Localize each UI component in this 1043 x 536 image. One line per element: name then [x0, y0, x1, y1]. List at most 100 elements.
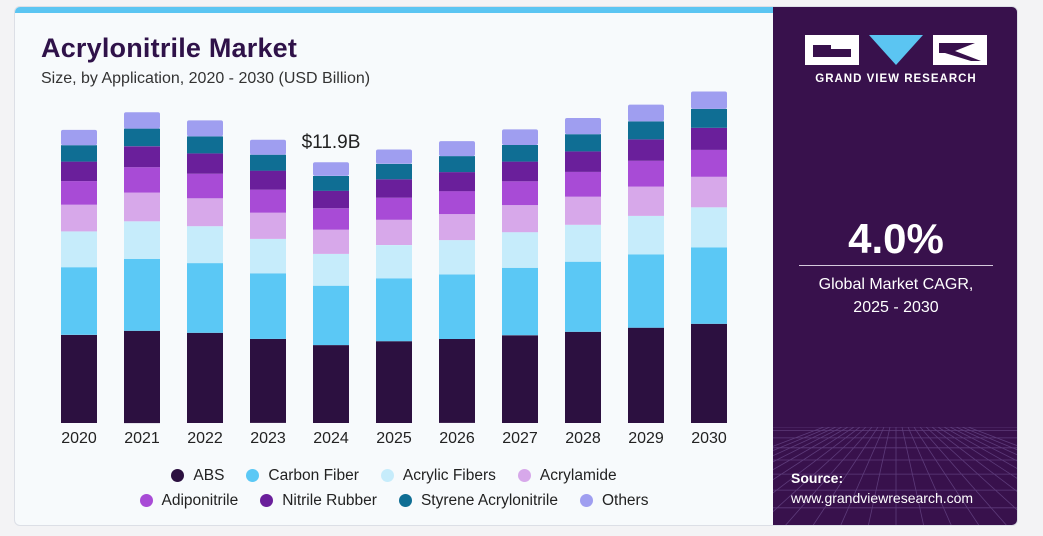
legend-item-carbon-fiber: Carbon Fiber	[246, 466, 359, 485]
legend-row: Adiponitrile Nitrile Rubber Styrene Acrylo…	[15, 488, 773, 513]
accent-line	[15, 7, 773, 13]
bar-segment-carbon-fiber-2027	[502, 267, 538, 336]
chart-subtitle: Size, by Application, 2020 - 2030 (USD B…	[41, 70, 371, 87]
bar-segment-nitrile-rubber-2027	[502, 161, 538, 182]
x-tick-label: 2030	[691, 430, 727, 447]
x-tick-label: 2024	[313, 430, 349, 447]
bar-segment-carbon-fiber-2023	[250, 273, 286, 339]
x-tick-label: 2021	[124, 430, 160, 447]
bar-segment-others-2029	[628, 104, 664, 122]
bar-segment-styrene-acrylonitrile-2025	[376, 163, 412, 180]
grid-line	[907, 427, 952, 525]
bar-segment-acrylic-fibers-2022	[187, 226, 223, 264]
bar-segment-nitrile-rubber-2025	[376, 179, 412, 198]
bar-segment-others-2027	[502, 129, 538, 145]
legend-label: Carbon Fiber	[268, 466, 359, 484]
bar-segment-carbon-fiber-2022	[187, 263, 223, 333]
grid-line	[949, 427, 1017, 462]
bar-segment-adiponitrile-2028	[565, 171, 601, 197]
grid-line	[901, 427, 924, 525]
bar-segment-nitrile-rubber-2030	[691, 127, 727, 150]
legend-swatch	[380, 469, 394, 482]
brand-name: GRAND VIEW RESEARCH	[815, 73, 977, 85]
grid-line	[925, 427, 1017, 511]
bar-segment-abs-2027	[502, 335, 538, 423]
chart-legend: ABS Carbon Fiber Acrylic Fibers Acrylamide …	[15, 463, 773, 513]
legend-swatch	[517, 469, 531, 482]
cagr-label-line-1: Global Market CAGR,	[818, 276, 974, 293]
grid-line	[773, 427, 831, 451]
bar-segment-others-2024	[313, 162, 349, 176]
bar-segment-styrene-acrylonitrile-2029	[628, 121, 664, 140]
legend-row: ABS Carbon Fiber Acrylic Fibers Acrylamide	[15, 463, 773, 488]
grid-line	[943, 427, 1017, 469]
bar-segment-adiponitrile-2029	[628, 160, 664, 187]
bar-segment-carbon-fiber-2028	[565, 261, 601, 332]
bar-segment-nitrile-rubber-2021	[124, 146, 160, 168]
bar-segment-adiponitrile-2024	[313, 208, 349, 230]
bar-segment-nitrile-rubber-2022	[187, 153, 223, 174]
side-panel: GRAND VIEW RESEARCH 4.0% Global Market C…	[773, 7, 1017, 525]
bar-segment-carbon-fiber-2029	[628, 254, 664, 328]
bar-segment-acrylamide-2027	[502, 205, 538, 233]
grid-line	[931, 427, 1017, 492]
bar-segment-others-2020	[61, 129, 97, 146]
legend-label: Others	[601, 491, 649, 509]
bar-segment-styrene-acrylonitrile-2022	[187, 136, 223, 154]
decorative-grid	[773, 427, 1017, 525]
legend-label: ABS	[193, 466, 225, 484]
legend-item-others: Others	[579, 491, 649, 510]
grid-line	[785, 427, 873, 525]
grid-line	[961, 427, 1017, 451]
bar-segment-abs-2029	[628, 327, 664, 423]
chart-title: Acrylonitrile Market	[41, 33, 298, 63]
bar-segment-styrene-acrylonitrile-2023	[250, 154, 286, 171]
bar-segment-acrylic-fibers-2023	[250, 238, 286, 274]
bar-segment-acrylamide-2025	[376, 219, 412, 245]
grid-line	[812, 427, 879, 525]
divider	[799, 265, 993, 266]
bar-segment-adiponitrile-2030	[691, 149, 727, 177]
bar-segment-others-2025	[376, 149, 412, 164]
bar-segment-acrylic-fibers-2028	[565, 224, 601, 262]
bar-segment-acrylic-fibers-2030	[691, 207, 727, 248]
legend-label: Acrylamide	[539, 466, 617, 484]
legend-label: Nitrile Rubber	[282, 491, 377, 509]
bar-segment-others-2023	[250, 139, 286, 155]
callout-label: $11.9B	[302, 132, 361, 153]
bar-segment-styrene-acrylonitrile-2024	[313, 176, 349, 191]
bar-segment-styrene-acrylonitrile-2028	[565, 134, 601, 152]
grid-line	[773, 427, 867, 513]
bar-segment-acrylamide-2029	[628, 186, 664, 216]
bar-segment-adiponitrile-2026	[439, 191, 475, 215]
bar-segment-carbon-fiber-2020	[61, 267, 97, 335]
grid-line	[773, 427, 825, 447]
bar-segment-nitrile-rubber-2023	[250, 170, 286, 190]
bar-segment-adiponitrile-2027	[502, 181, 538, 206]
legend-item-abs: ABS	[171, 467, 224, 485]
legend-swatch	[171, 469, 185, 482]
legend-item-acrylamide: Acrylamide	[517, 466, 617, 485]
bar-segment-acrylamide-2028	[565, 196, 601, 225]
grid-line	[773, 427, 861, 494]
x-tick-label: 2023	[250, 430, 286, 447]
legend-swatch	[579, 494, 593, 507]
bar-segment-nitrile-rubber-2029	[628, 139, 664, 161]
bar-segment-abs-2022	[187, 332, 223, 423]
grid-line	[773, 427, 849, 471]
bar-segment-abs-2025	[376, 341, 412, 423]
bar-segment-abs-2023	[250, 338, 286, 423]
cagr-label: Global Market CAGR, 2025 - 2030	[773, 273, 1017, 319]
cagr-label-line-2: 2025 - 2030	[853, 299, 939, 316]
legend-label: Styrene Acrylonitrile	[420, 491, 558, 509]
source-url: www.grandviewresearch.com	[791, 490, 974, 506]
grid-line	[840, 427, 885, 525]
bar-segment-acrylic-fibers-2024	[313, 253, 349, 286]
x-tick-label: 2022	[187, 430, 223, 447]
bar-segment-others-2026	[439, 141, 475, 157]
bar-segment-others-2021	[124, 112, 160, 129]
grid-line	[955, 427, 1017, 456]
bar-segment-others-2030	[691, 91, 727, 109]
bar-segment-styrene-acrylonitrile-2027	[502, 145, 538, 162]
bar-segment-abs-2021	[124, 330, 160, 424]
